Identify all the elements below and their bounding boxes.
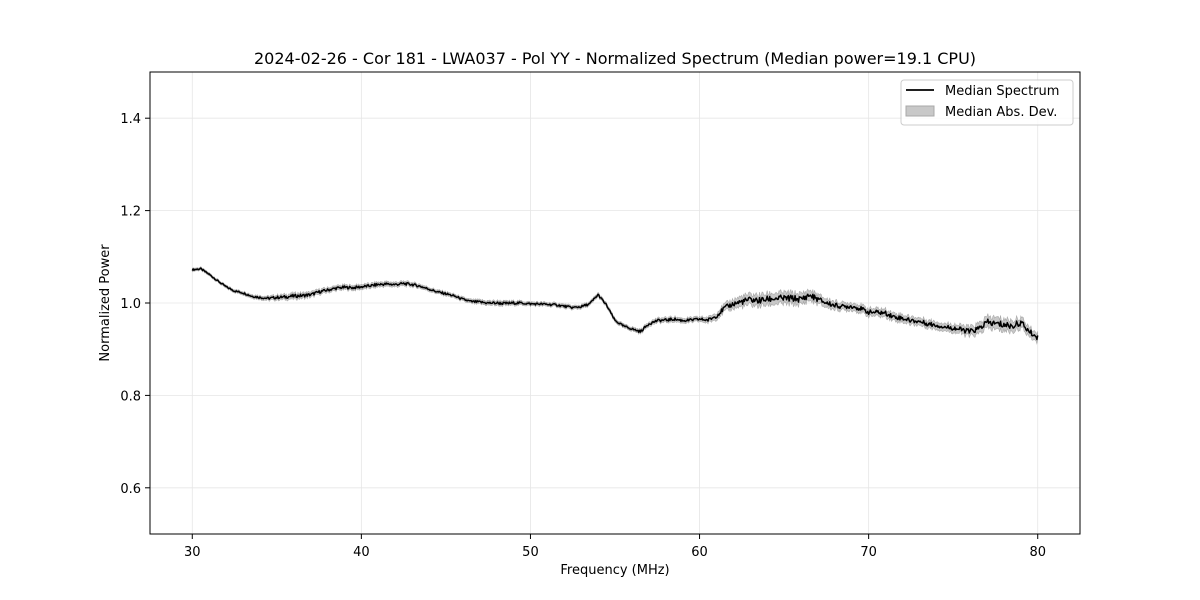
x-tick-label: 40 — [353, 545, 370, 560]
legend-box — [900, 79, 1074, 126]
mad-band — [191, 266, 1039, 345]
chart-title: 2024-02-26 - Cor 181 - LWA037 - Pol YY -… — [254, 49, 976, 68]
median-spectrum-line — [191, 267, 1039, 341]
y-tick-label: 0.8 — [120, 389, 141, 404]
y-axis-ticks: 0.6 0.8 1.0 1.2 1.4 — [120, 112, 150, 497]
legend-mad-label: Median Abs. Dev. — [945, 105, 1057, 120]
mad-band-layer — [191, 266, 1039, 345]
y-tick-label: 1.4 — [120, 112, 141, 127]
y-tick-label: 0.6 — [120, 482, 141, 497]
legend: Median Spectrum Median Abs. Dev. — [900, 79, 1074, 126]
legend-median-label: Median Spectrum — [945, 84, 1059, 99]
x-tick-label: 70 — [860, 545, 877, 560]
legend-mad-swatch — [905, 105, 935, 117]
y-tick-label: 1.2 — [120, 205, 141, 220]
x-tick-label: 30 — [184, 545, 201, 560]
x-tick-label: 80 — [1029, 545, 1046, 560]
x-axis-ticks: 30 40 50 60 70 80 — [184, 534, 1046, 560]
x-axis-title: Frequency (MHz) — [560, 563, 669, 578]
median-line-layer — [191, 267, 1039, 341]
x-tick-label: 60 — [691, 545, 708, 560]
y-tick-label: 1.0 — [120, 297, 141, 312]
x-tick-label: 50 — [522, 545, 539, 560]
y-axis-title: Normalized Power — [98, 244, 113, 362]
